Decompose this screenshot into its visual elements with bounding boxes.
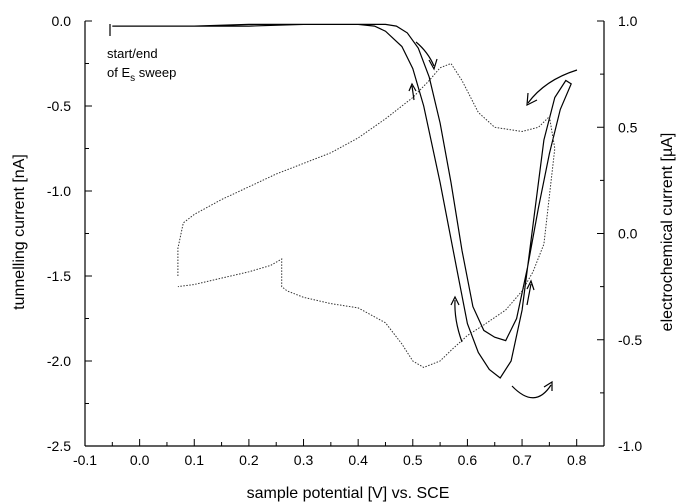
arrowhead bbox=[526, 279, 535, 291]
arrowhead bbox=[450, 295, 460, 306]
arrowhead bbox=[543, 380, 553, 391]
arrow-mid-up-2 bbox=[526, 283, 532, 306]
y-axis-left-title: tunnelling current [nA] bbox=[11, 154, 28, 310]
arrow-top-down bbox=[415, 41, 435, 67]
sweep-direction-arrows bbox=[109, 24, 578, 399]
y-right-tick-label: 0.0 bbox=[618, 226, 638, 242]
x-tick-label: 0.5 bbox=[403, 452, 423, 468]
y-right-tick-label: -0.5 bbox=[618, 332, 642, 348]
y-left-tick-label: -1.5 bbox=[47, 268, 71, 284]
y-left-tick-label: -2.5 bbox=[47, 438, 71, 454]
y-left-tick-label: -2.0 bbox=[47, 353, 71, 369]
x-tick-label: 0.1 bbox=[185, 452, 205, 468]
annotation-line1: start/end bbox=[107, 46, 158, 61]
arrow-left-up bbox=[411, 85, 415, 101]
arrow-mid-up-1 bbox=[454, 299, 463, 343]
x-tick-label: 0.7 bbox=[512, 452, 532, 468]
electrochemical-current-series bbox=[177, 62, 556, 368]
x-tick-label: 0.4 bbox=[348, 452, 368, 468]
x-tick-label: 0.8 bbox=[567, 452, 587, 468]
y-axis-right-title: electrochemical current [µA] bbox=[659, 133, 676, 332]
y-left-tick-label: -1.0 bbox=[47, 183, 71, 199]
tunnelling-current-series bbox=[112, 23, 572, 379]
arrow-bottom-cup bbox=[511, 384, 552, 399]
y-right-tick-label: -1.0 bbox=[618, 438, 642, 454]
x-tick-label: -0.1 bbox=[73, 452, 97, 468]
y-right-tick-label: 1.0 bbox=[618, 13, 638, 29]
arrow-top-right bbox=[527, 69, 578, 104]
arrowhead bbox=[526, 92, 538, 107]
x-axis-title: sample potential [V] vs. SCE bbox=[247, 485, 450, 502]
y-right-tick-label: 0.5 bbox=[618, 119, 638, 135]
arrowhead bbox=[428, 58, 438, 71]
arrowhead bbox=[408, 82, 417, 92]
annotation-line2: of Es sweep bbox=[107, 65, 176, 84]
y-left-tick-label: 0.0 bbox=[52, 13, 72, 29]
x-tick-label: 0.6 bbox=[458, 452, 478, 468]
y-left-tick-label: -0.5 bbox=[47, 98, 71, 114]
x-tick-label: 0.2 bbox=[239, 452, 259, 468]
x-tick-label: 0.0 bbox=[130, 452, 150, 468]
x-tick-label: 0.3 bbox=[294, 452, 314, 468]
